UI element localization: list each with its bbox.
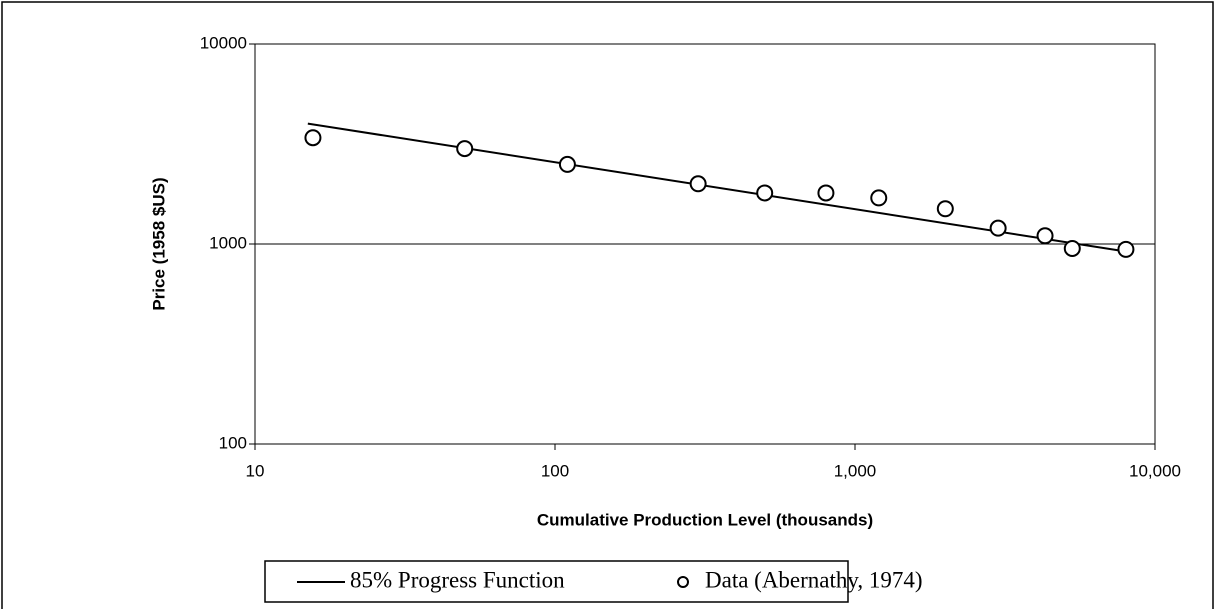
legend-label: Data (Abernathy, 1974)	[705, 567, 923, 592]
data-point	[870, 189, 888, 207]
legend-marker	[677, 576, 689, 588]
x-tick-label: 100	[541, 461, 569, 480]
y-tick-label: 100	[219, 433, 247, 452]
data-point	[558, 155, 576, 173]
y-tick-label: 10000	[200, 33, 247, 52]
data-point	[1036, 227, 1054, 245]
data-point	[817, 184, 835, 202]
legend-box	[264, 560, 849, 603]
data-point	[936, 200, 954, 218]
trend-line	[307, 122, 1127, 253]
x-tick-label: 1,000	[834, 461, 877, 480]
legend-label: 85% Progress Function	[350, 567, 565, 592]
data-point	[1063, 239, 1081, 257]
y-tick-label: 1000	[209, 233, 247, 252]
data-point	[989, 219, 1007, 237]
x-tick-label: 10,000	[1129, 461, 1181, 480]
x-tick-label: 10	[246, 461, 265, 480]
data-point	[304, 129, 322, 147]
x-axis-label: Cumulative Production Level (thousands)	[537, 510, 873, 529]
data-point	[1117, 240, 1135, 258]
data-point	[689, 175, 707, 193]
y-axis-label: Price (1958 $US)	[149, 177, 168, 310]
data-point	[756, 184, 774, 202]
data-point	[456, 140, 474, 158]
